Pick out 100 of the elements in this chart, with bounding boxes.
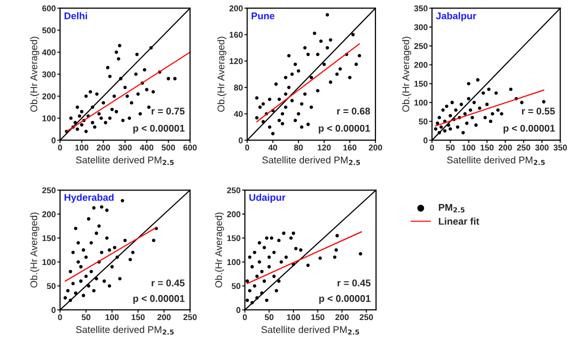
point: [358, 252, 362, 256]
point: [500, 112, 504, 116]
point: [123, 86, 127, 90]
point: [290, 98, 294, 102]
point: [92, 289, 96, 292]
point: [90, 241, 93, 245]
point: [118, 44, 122, 48]
point: [303, 46, 307, 50]
x-tick-label: 200: [335, 314, 349, 320]
y-tick-label: 250: [414, 43, 428, 50]
y-tick-label: 150: [227, 235, 240, 242]
y-axis-title: Ob.(Hr Averaged): [217, 36, 226, 112]
x-axis-title: Satellite derived PM$_{2.5}$: [76, 156, 174, 166]
y-tick-label: 100: [42, 259, 56, 266]
point: [334, 248, 338, 252]
point: [438, 116, 442, 120]
y-tick-label: 100: [414, 100, 428, 106]
x-axis-title: Satellite derived PM$_{2.5}$: [261, 326, 360, 335]
point: [128, 258, 132, 262]
point: [358, 54, 362, 58]
annotation: p < 0.00001: [318, 124, 370, 134]
point: [272, 250, 276, 254]
y-tick-label: 120: [230, 58, 243, 64]
point: [284, 76, 288, 80]
y-axis-title: Ob.(Hr Averaged): [402, 36, 412, 112]
point: [487, 88, 491, 91]
point: [105, 208, 109, 212]
point: [76, 106, 80, 109]
point: [294, 62, 297, 66]
point: [322, 62, 326, 66]
chart-title: Pune: [252, 12, 274, 20]
point: [448, 114, 452, 118]
chart-title: Udaipur: [249, 194, 286, 203]
point: [104, 120, 108, 124]
point: [246, 279, 249, 283]
point: [110, 108, 114, 112]
y-tick-label: 150: [414, 80, 428, 87]
point: [147, 106, 151, 109]
point: [102, 279, 106, 283]
point: [135, 52, 139, 56]
point: [93, 125, 96, 129]
y-axis-title: Ob.(Hr Averaged): [214, 212, 224, 288]
x-tick-label: 250: [183, 314, 197, 320]
point: [258, 260, 262, 264]
point: [478, 106, 482, 110]
annotation: p < 0.00001: [504, 124, 555, 134]
point: [310, 76, 314, 80]
point: [265, 298, 268, 302]
point: [108, 284, 112, 288]
x-tick-label: 200: [96, 144, 110, 151]
point: [121, 118, 125, 122]
point: [95, 92, 99, 96]
point: [466, 97, 470, 100]
x-tick-label: 100: [462, 144, 476, 151]
point: [97, 112, 101, 116]
x-tick-label: 50: [446, 144, 455, 151]
x-tick-label: 120: [318, 144, 331, 151]
x-tick-label: 300: [535, 144, 549, 151]
point: [274, 82, 278, 86]
point: [86, 284, 90, 288]
point: [265, 236, 268, 240]
y-tick-label: 250: [227, 187, 240, 194]
point: [494, 91, 498, 95]
point: [280, 122, 284, 126]
point: [66, 289, 70, 292]
annotation: p < 0.00001: [133, 124, 185, 134]
point: [255, 274, 259, 278]
point: [460, 102, 464, 106]
x-axis-title: Satellite derived PM$_{2.5}$: [262, 156, 360, 166]
y-tick-label: 160: [230, 32, 243, 38]
y-tick-label: 0: [236, 307, 240, 313]
point: [456, 125, 460, 129]
x-tick-label: 300: [118, 144, 132, 151]
point: [64, 296, 67, 300]
point: [262, 246, 266, 250]
y-tick-label: 50: [46, 283, 56, 290]
point: [152, 238, 156, 242]
point: [267, 265, 271, 268]
y-tick-label: 100: [227, 259, 240, 266]
point: [328, 80, 332, 84]
point: [90, 120, 94, 124]
point: [138, 112, 142, 116]
y-tick-label: 200: [414, 62, 428, 68]
y-tick-label: 200: [227, 211, 240, 218]
y-tick-label: 200: [42, 211, 56, 218]
x-tick-label: 500: [162, 144, 175, 151]
point: [248, 289, 252, 292]
point: [284, 106, 288, 109]
y-tick-label: 80: [234, 84, 243, 91]
chart-title: Delhi: [64, 12, 88, 20]
y-tick-label: 200: [229, 5, 243, 12]
point: [108, 116, 112, 120]
point: [277, 238, 281, 242]
x-tick-label: 250: [360, 314, 373, 320]
point: [354, 62, 358, 66]
x-tick-label: 200: [368, 144, 382, 151]
x-tick-label: 0: [245, 144, 250, 151]
point: [114, 110, 118, 114]
point: [97, 224, 101, 228]
point: [520, 100, 524, 104]
